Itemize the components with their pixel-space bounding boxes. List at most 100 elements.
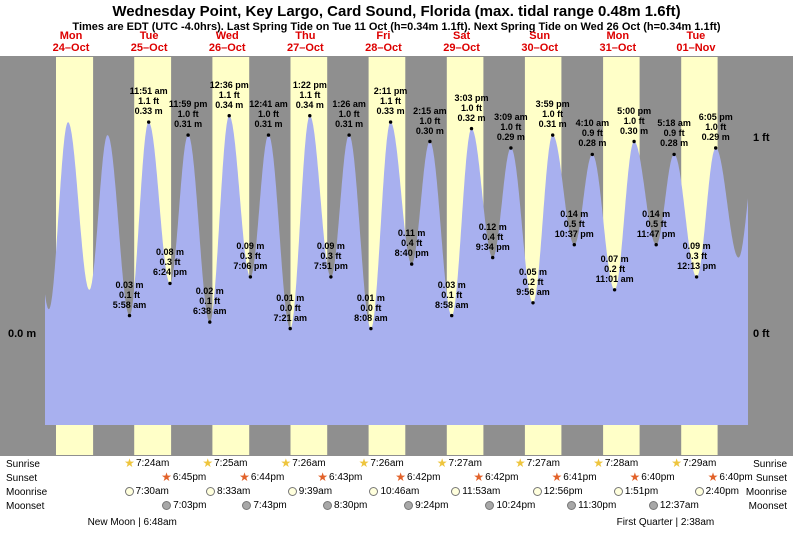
day-labels-row: Mon 24–Oct Tue 25–Oct Wed 26–Oct Thu 27–Oct Fri 2… — [0, 30, 793, 55]
low-tide-label: 0.03 m 0.1 ft 5:58 am — [112, 279, 147, 310]
sunrise-entry: ★ 7:26am — [280, 456, 325, 470]
sunset-time: 6:41pm — [563, 472, 597, 483]
tide-extreme-dot — [428, 139, 432, 144]
sunrise-time: 7:28am — [604, 458, 639, 469]
sunrise-star-icon: ★ — [124, 456, 135, 470]
low-tide-label: 0.03 m 0.1 ft 8:58 am — [434, 279, 469, 310]
chart-title: Wednesday Point, Key Largo, Card Sound, … — [112, 3, 681, 20]
high-tide-label: 6:05 pm 1.0 ft 0.29 m — [698, 111, 733, 142]
low-tide-label: 0.14 m 0.5 ft 11:47 pm — [636, 208, 676, 239]
moonrise-entry: 2:40pm — [694, 486, 739, 497]
moonrise-icon — [124, 487, 134, 496]
tide-extreme-dot — [329, 275, 333, 279]
sunset-star-icon: ★ — [551, 470, 563, 484]
sunset-star-icon: ★ — [395, 470, 407, 484]
sunrise-star-icon: ★ — [514, 456, 526, 470]
moonrise-icon — [694, 487, 704, 496]
sunrise-entry: ★ 7:27am — [514, 456, 561, 470]
high-tide-label: 2:15 am 1.0 ft 0.30 m — [413, 105, 447, 136]
sunset-star-icon: ★ — [317, 470, 328, 484]
y-axis-tick-1ft: 1 ft — [753, 132, 770, 144]
sunset-entry: ★ 6:44pm — [239, 470, 284, 484]
tide-extreme-dot — [654, 243, 658, 247]
moonset-icon — [567, 501, 577, 510]
tide-curve-area — [45, 115, 748, 425]
low-tide-label: 0.07 m 0.2 ft 11:01 am — [595, 253, 634, 284]
title-band: Wednesday Point, Key Largo, Card Sound, … — [0, 0, 793, 56]
day-label-5: Sat 29–Oct — [443, 30, 480, 54]
tide-extreme-dot — [347, 133, 351, 137]
high-tide-label: 3:03 pm 1.0 ft 0.32 m — [454, 92, 489, 123]
moonrise-entry: 7:30am — [124, 486, 169, 497]
sunrise-entry: ★ 7:29am — [671, 457, 716, 469]
moonset-time: 7:43pm — [253, 500, 287, 511]
sunset-time: 6:42pm — [407, 472, 441, 483]
high-tide-label: 3:09 am 1.0 ft 0.29 m — [494, 111, 528, 142]
almanac-row-label-moonrise-right: Moonrise — [745, 487, 787, 498]
moonset-time: 8:30pm — [334, 500, 368, 511]
low-tide-label: 0.11 m 0.4 ft 8:40 pm — [394, 228, 429, 259]
almanac-row-label-sunset-right: Sunset — [755, 473, 787, 484]
sunset-time: 6:45pm — [172, 472, 207, 483]
moonset-time: 12:37am — [659, 500, 699, 511]
sunset-star-icon: ★ — [239, 470, 250, 484]
moonset-entry: 10:24pm — [485, 500, 535, 511]
low-tide-label: 0.01 m 0.0 ft 8:08 am — [354, 292, 388, 323]
moonrise-entry: 11:53am — [451, 486, 500, 497]
day-label-2: Wed 26–Oct — [208, 30, 246, 54]
moonrise-time: 1:51pm — [624, 486, 659, 497]
moonrise-icon — [206, 487, 216, 496]
moonset-entry: 7:03pm — [162, 500, 206, 511]
tide-extreme-dot — [469, 126, 474, 131]
moonset-entry: 8:30pm — [323, 500, 367, 511]
tide-curve-svg — [45, 57, 748, 455]
moonset-icon — [242, 501, 252, 510]
tide-extreme-dot — [694, 275, 699, 279]
tide-extreme-dot — [531, 301, 535, 305]
moonrise-icon — [613, 487, 623, 496]
sunrise-time: 7:27am — [448, 458, 482, 469]
almanac-row-label-sunset-left: Sunset — [6, 473, 38, 484]
moonset-time: 9:24pm — [415, 500, 449, 511]
sunrise-star-icon: ★ — [280, 456, 292, 470]
moonset-icon — [162, 501, 172, 510]
sunset-entry: ★ 6:42pm — [395, 470, 441, 484]
moonset-entry: 12:37am — [648, 500, 699, 511]
high-tide-label: 11:51 am 1.1 ft 0.33 m — [129, 86, 168, 117]
tide-extreme-dot — [127, 313, 132, 318]
low-tide-label: 0.09 m 0.3 ft 12:13 pm — [677, 240, 717, 271]
day-label-4: Fri 28–Oct — [365, 30, 402, 54]
sunset-entry: ★ 6:41pm — [551, 470, 597, 484]
moonrise-time: 7:30am — [135, 486, 169, 497]
y-axis-tick-0ft: 0 ft — [753, 328, 770, 340]
moonset-icon — [648, 501, 658, 510]
tide-extreme-dot — [147, 120, 151, 124]
moonrise-entry: 1:51pm — [613, 486, 659, 497]
day-label-7: Mon 31–Oct — [599, 30, 637, 54]
tide-extreme-dot — [551, 133, 555, 137]
moon-phase-label: First Quarter | 2:38am — [616, 517, 715, 528]
low-tide-label: 0.14 m 0.5 ft 10:37 pm — [554, 208, 594, 239]
day-label-0: Mon 24–Oct — [52, 30, 90, 54]
sunrise-star-icon: ★ — [202, 456, 214, 470]
tide-extreme-dot — [308, 114, 312, 118]
tide-extreme-dot — [388, 120, 393, 124]
moonset-time: 7:03pm — [173, 500, 207, 511]
moonrise-icon — [532, 487, 542, 496]
tide-extreme-dot — [590, 152, 594, 157]
moonrise-time: 8:33am — [217, 486, 251, 497]
moonrise-time: 12:56pm — [543, 486, 583, 497]
sunrise-time: 7:27am — [526, 458, 561, 469]
moonset-icon — [404, 501, 414, 510]
sunset-star-icon: ★ — [161, 470, 172, 484]
tide-extreme-dot — [248, 275, 253, 279]
almanac-row-label-sunrise-right: Sunrise — [753, 459, 787, 470]
high-tide-label: 1:22 pm 1.1 ft 0.34 m — [292, 79, 327, 110]
tide-extreme-dot — [227, 114, 231, 118]
chart-subtitle: Times are EDT (UTC -4.0hrs). Last Spring… — [72, 21, 721, 33]
low-tide-label: 0.09 m 0.3 ft 7:51 pm — [313, 240, 348, 271]
low-tide-label: 0.01 m 0.0 ft 7:21 am — [273, 292, 307, 323]
sunrise-entry: ★ 7:24am — [124, 456, 169, 470]
day-label-6: Sun 30–Oct — [521, 30, 559, 54]
